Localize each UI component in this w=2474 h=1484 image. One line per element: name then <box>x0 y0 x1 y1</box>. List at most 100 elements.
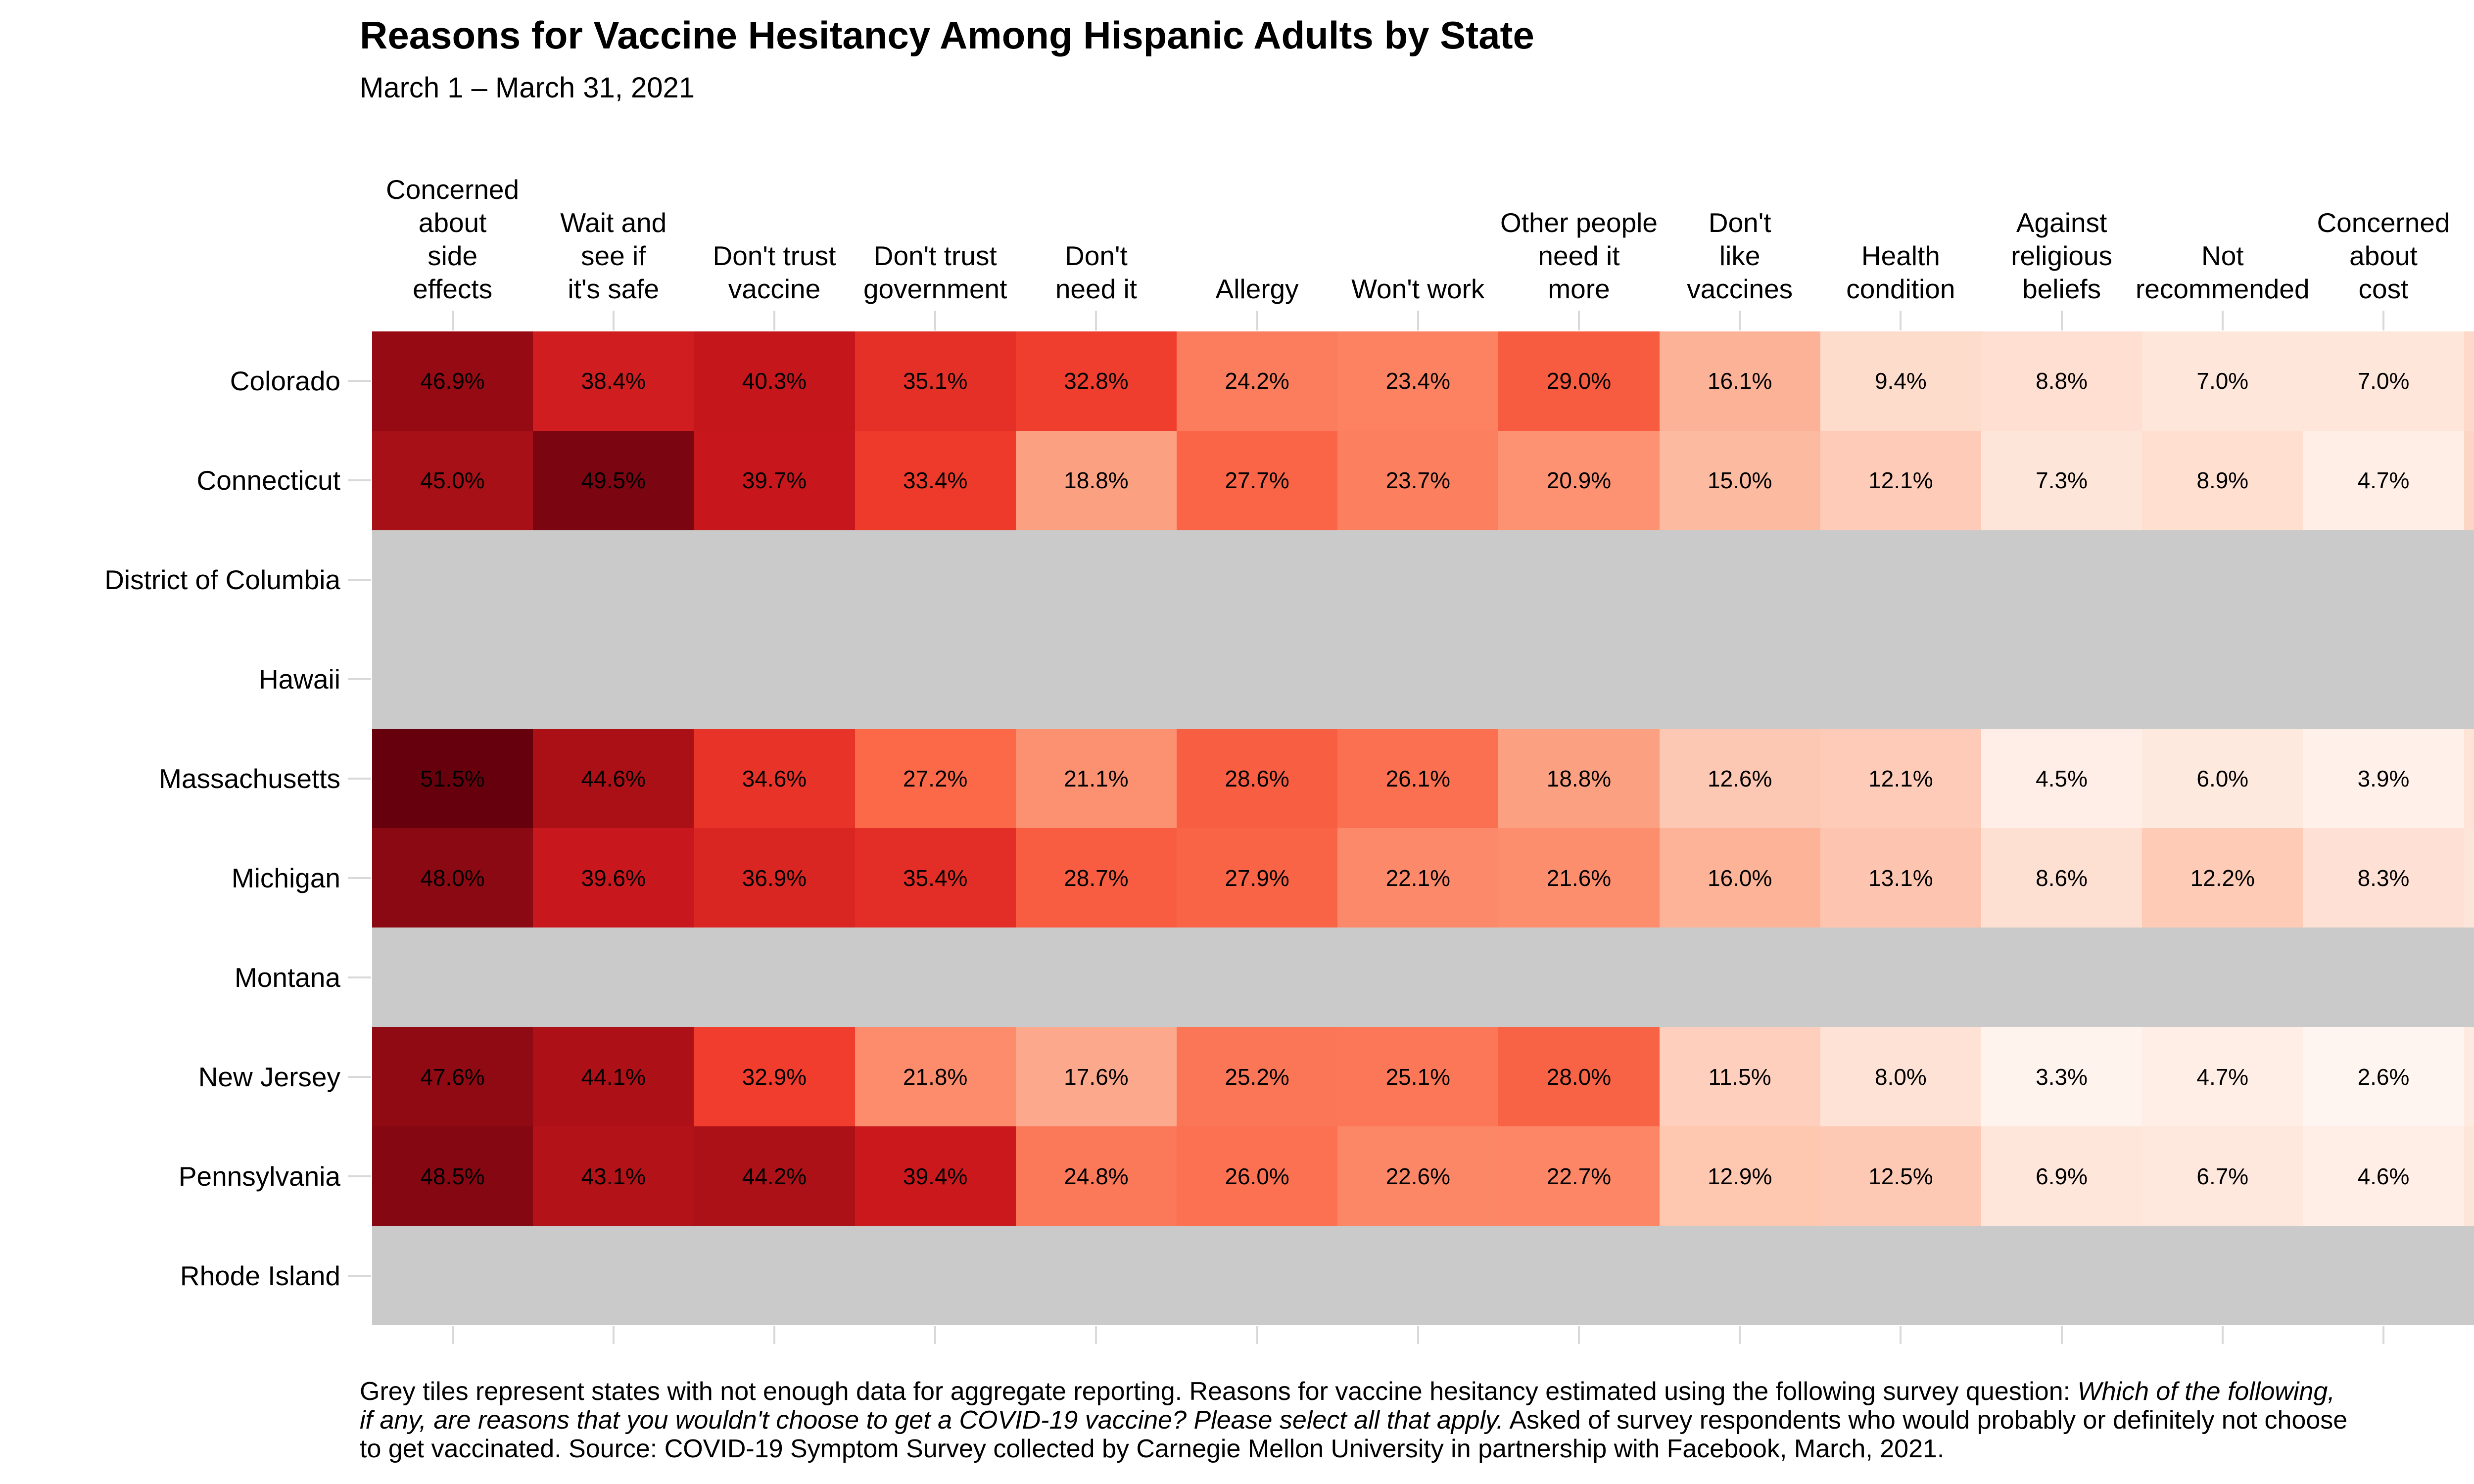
heatmap-cell: 20.9% <box>1498 430 1660 530</box>
heatmap-cell: 34.6% <box>694 729 855 829</box>
footnote-line: to get vaccinated. Source: COVID-19 Symp… <box>360 1435 2347 1463</box>
heatmap-cell: 25.2% <box>1177 1027 1338 1127</box>
heatmap-cell: 22.1% <box>1337 828 1499 928</box>
axis-tick-left <box>348 479 371 482</box>
footnote-italic-text: if any, are reasons that you wouldn't ch… <box>360 1406 1504 1435</box>
axis-tick-top <box>1900 311 1902 330</box>
heatmap-cell: 18.8% <box>1498 729 1660 829</box>
heatmap-cell: 26.1% <box>1337 729 1499 829</box>
row-label: District of Columbia <box>104 564 340 596</box>
heatmap-cell: 8.0% <box>1820 1027 1981 1127</box>
missing-data-row <box>372 629 2474 729</box>
axis-tick-bottom <box>1739 1326 1741 1344</box>
heatmap-cell: 7.0% <box>2303 331 2464 431</box>
heatmap-cell: 27.2% <box>855 729 1016 829</box>
column-header: Concerned about side effects <box>386 174 520 304</box>
footnote: Grey tiles represent states with not eno… <box>360 1377 2347 1463</box>
column-header: Not recommended <box>2135 240 2310 304</box>
heatmap-cell: 35.4% <box>855 828 1016 928</box>
heatmap-cell: 35.1% <box>855 331 1016 431</box>
heatmap-cell: 10.5% <box>2464 430 2474 530</box>
heatmap-cell: 4.7% <box>2142 1027 2303 1127</box>
axis-tick-left <box>348 380 371 382</box>
heatmap-cell: 7.0% <box>2142 331 2303 431</box>
heatmap-cell: 39.7% <box>694 430 855 530</box>
row-label: Pennsylvania <box>178 1160 340 1192</box>
row-label: Massachusetts <box>159 763 340 794</box>
heatmap-cell: 24.8% <box>1015 1126 1177 1226</box>
footnote-text: Grey tiles represent states with not eno… <box>360 1377 2078 1406</box>
heatmap-cell: 48.5% <box>372 1126 533 1226</box>
heatmap-grid: 46.9% 38.4% 40.3% 35.1% 32.8% 24.2% 23.4% 29.0%… <box>372 331 2474 1325</box>
heatmap-cell: 46.9% <box>372 331 533 431</box>
heatmap-cell: 3.9% <box>2303 729 2464 829</box>
heatmap-cell: 23.4% <box>1337 331 1499 431</box>
axis-tick-left <box>348 1175 371 1177</box>
column-header: Don't like vaccines <box>1687 207 1793 304</box>
heatmap-cell: 28.7% <box>1015 828 1177 928</box>
heatmap-cell: 17.6% <box>1015 1027 1177 1127</box>
heatmap-cell: 27.9% <box>1177 828 1338 928</box>
heatmap-cell: 33.4% <box>855 430 1016 530</box>
heatmap-cell: 39.4% <box>855 1126 1016 1226</box>
heatmap-cell: 21.8% <box>855 1027 1016 1127</box>
heatmap-cell: 39.6% <box>533 828 694 928</box>
axis-tick-top <box>1256 311 1258 330</box>
heatmap-cell: 45.0% <box>372 430 533 530</box>
heatmap-cell: 6.9% <box>1981 1126 2142 1226</box>
footnote-italic-text: Which of the following, <box>2077 1377 2335 1406</box>
axis-tick-bottom <box>1900 1326 1902 1344</box>
heatmap-cell: 40.3% <box>694 331 855 431</box>
heatmap-cell: 32.9% <box>694 1027 855 1127</box>
heatmap-cell: 7.3% <box>1981 430 2142 530</box>
axis-tick-left <box>348 579 371 581</box>
row-label: Connecticut <box>196 465 340 496</box>
axis-tick-left <box>348 1274 371 1277</box>
row-label: New Jersey <box>198 1061 340 1092</box>
heatmap-cell: 13.1% <box>1820 828 1981 928</box>
row-label: Colorado <box>230 366 340 397</box>
heatmap-cell: 9.4% <box>1820 331 1981 431</box>
axis-tick-top <box>612 311 615 330</box>
heatmap-cell: 28.0% <box>1498 1027 1660 1127</box>
row-label: Michigan <box>231 862 340 893</box>
axis-tick-top <box>1095 311 1097 330</box>
heatmap-cell: 49.5% <box>533 430 694 530</box>
axis-tick-top <box>2382 311 2384 330</box>
axis-tick-top <box>451 311 454 330</box>
heatmap-cell: 3.3% <box>1981 1027 2142 1127</box>
axis-tick-top <box>773 311 775 330</box>
heatmap-cell: 47.6% <box>372 1027 533 1127</box>
heatmap-cell: 8.8% <box>1981 331 2142 431</box>
axis-tick-bottom <box>612 1326 615 1344</box>
missing-data-row <box>372 1226 2474 1325</box>
heatmap-cell: 16.0% <box>1659 828 1820 928</box>
heatmap-cell: 38.4% <box>533 331 694 431</box>
heatmap-cell: 5.7% <box>2464 1027 2474 1127</box>
heatmap-cell: 10.0% <box>2464 331 2474 431</box>
row-label: Rhode Island <box>180 1260 340 1291</box>
heatmap-cell: 4.5% <box>1981 729 2142 829</box>
column-header: Concerned about cost <box>2317 207 2450 304</box>
heatmap-cell: 25.1% <box>1337 1027 1499 1127</box>
heatmap-cell: 12.9% <box>1659 1126 1820 1226</box>
axis-tick-top <box>934 311 937 330</box>
heatmap-cell: 23.7% <box>1337 430 1499 530</box>
heatmap-cell: 12.1% <box>1820 729 1981 829</box>
footnote-line: Grey tiles represent states with not eno… <box>360 1377 2347 1406</box>
axis-tick-bottom <box>451 1326 454 1344</box>
axis-tick-left <box>348 1075 371 1078</box>
axis-tick-left <box>348 678 371 681</box>
heatmap-cell: 32.8% <box>1015 331 1177 431</box>
heatmap-cell: 12.6% <box>1659 729 1820 829</box>
axis-tick-top <box>2221 311 2224 330</box>
axis-tick-bottom <box>1256 1326 1258 1344</box>
column-header: Health condition <box>1846 240 1955 304</box>
heatmap-cell: 12.2% <box>2142 828 2303 928</box>
axis-tick-left <box>348 778 371 780</box>
heatmap-cell: 6.7% <box>2142 1126 2303 1226</box>
axis-tick-bottom <box>2221 1326 2224 1344</box>
chart-title: Reasons for Vaccine Hesitancy Among Hisp… <box>360 13 1534 57</box>
heatmap-cell: 48.0% <box>372 828 533 928</box>
heatmap-cell: 11.5% <box>1659 1027 1820 1127</box>
